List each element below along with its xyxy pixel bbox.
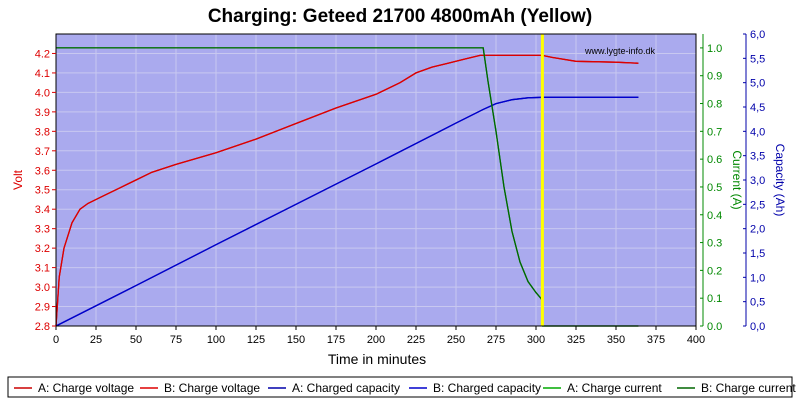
x-tick-label: 400 [687,334,705,346]
legend: A: Charge voltage B: Charge voltage A: Cha… [14,381,796,395]
legend-label: A: Charge current [567,381,662,395]
y-right2-tick-label: 3,0 [750,175,765,187]
legend-label: B: Charge current [701,381,796,395]
legend-label: A: Charged capacity [292,381,400,395]
y-right1-tick-label: 0.9 [707,71,722,83]
x-axis-label: Time in minutes [328,351,426,367]
watermark: www.lygte-info.dk [584,46,656,56]
y-right2-tick-label: 4,0 [750,126,765,138]
legend-label: B: Charge voltage [164,381,260,395]
x-tick-label: 200 [367,334,385,346]
x-tick-label: 0 [53,334,59,346]
y-right1-axis-ticks: 0.0 0.1 0.2 0.3 0.4 0.5 0.6 0.7 0.8 0.9 1.0 [700,34,722,333]
chart-title: Charging: Geteed 21700 4800mAh (Yellow) [208,6,592,27]
y-left-tick-label: 3.0 [35,282,50,294]
y-right2-axis-label: Capacity (Ah) [773,144,787,217]
y-left-tick-label: 3.4 [35,204,50,216]
y-right2-tick-label: 5,0 [750,78,765,90]
y-right1-tick-label: 0.1 [707,293,722,305]
y-left-tick-label: 3.3 [35,224,50,236]
x-tick-label: 150 [287,334,305,346]
x-tick-label: 300 [527,334,545,346]
y-right1-tick-label: 0.5 [707,182,722,194]
y-right1-tick-label: 0.2 [707,265,722,277]
y-left-axis-label: Volt [11,169,25,190]
y-right2-tick-label: 2,0 [750,224,765,236]
y-right2-tick-label: 2,5 [750,199,765,211]
grid-lines [55,34,697,327]
x-tick-label: 350 [607,334,625,346]
y-left-tick-label: 2.9 [35,302,50,314]
y-right1-tick-label: 0.0 [707,321,722,333]
legend-label: A: Charge voltage [38,381,134,395]
y-left-tick-label: 3.1 [35,263,50,275]
y-right2-tick-label: 0,5 [750,297,765,309]
y-right2-tick-label: 1,5 [750,248,765,260]
y-right2-axis-ticks: 0,0 0,5 1,0 1,5 2,0 2,5 3,0 3,5 4,0 4,5 5,0 5,5 6,0 [743,29,765,333]
y-right1-tick-label: 0.4 [707,210,722,222]
y-right2-tick-label: 0,0 [750,321,765,333]
y-left-tick-label: 3.9 [35,107,50,119]
x-tick-label: 25 [90,334,102,346]
x-tick-label: 375 [647,334,665,346]
y-right2-tick-label: 6,0 [750,29,765,41]
y-right1-axis-label: Current (A) [730,150,744,209]
legend-box [7,376,793,398]
x-axis-ticks: 0 25 50 75 100 125 150 175 200 225 250 275 300 325 350… [53,326,705,346]
y-left-tick-label: 4.1 [35,68,50,80]
y-right2-tick-label: 4,5 [750,102,765,114]
y-right2-tick-label: 1,0 [750,272,765,284]
x-tick-label: 325 [567,334,585,346]
x-tick-label: 175 [327,334,345,346]
y-left-tick-label: 4.2 [35,48,50,60]
y-left-tick-label: 3.7 [35,146,50,158]
x-tick-label: 125 [247,334,265,346]
x-tick-label: 275 [487,334,505,346]
y-right2-tick-label: 5,5 [750,53,765,65]
series-line-b-charge-voltage [55,54,639,327]
x-tick-label: 50 [130,334,142,346]
y-right1-tick-label: 0.8 [707,99,722,111]
y-right1-tick-label: 1.0 [707,43,722,55]
y-left-tick-label: 3.5 [35,185,50,197]
y-left-tick-label: 4.0 [35,87,50,99]
x-tick-label: 100 [207,334,225,346]
y-right1-tick-label: 0.6 [707,154,722,166]
x-tick-label: 225 [407,334,425,346]
y-right2-tick-label: 3,5 [750,151,765,163]
y-right1-tick-label: 0.3 [707,238,722,250]
y-left-tick-label: 3.6 [35,165,50,177]
y-left-tick-label: 3.8 [35,126,50,138]
legend-label: B: Charged capacity [433,381,541,395]
x-tick-label: 75 [170,334,182,346]
y-right1-tick-label: 0.7 [707,126,722,138]
y-left-tick-label: 2.8 [35,321,50,333]
x-tick-label: 250 [447,334,465,346]
y-left-axis-ticks: 2.8 2.9 3.0 3.1 3.2 3.3 3.4 3.5 3.6 3.7 3.8 3.9 4.0 4… [35,48,56,333]
y-left-tick-label: 3.2 [35,243,50,255]
